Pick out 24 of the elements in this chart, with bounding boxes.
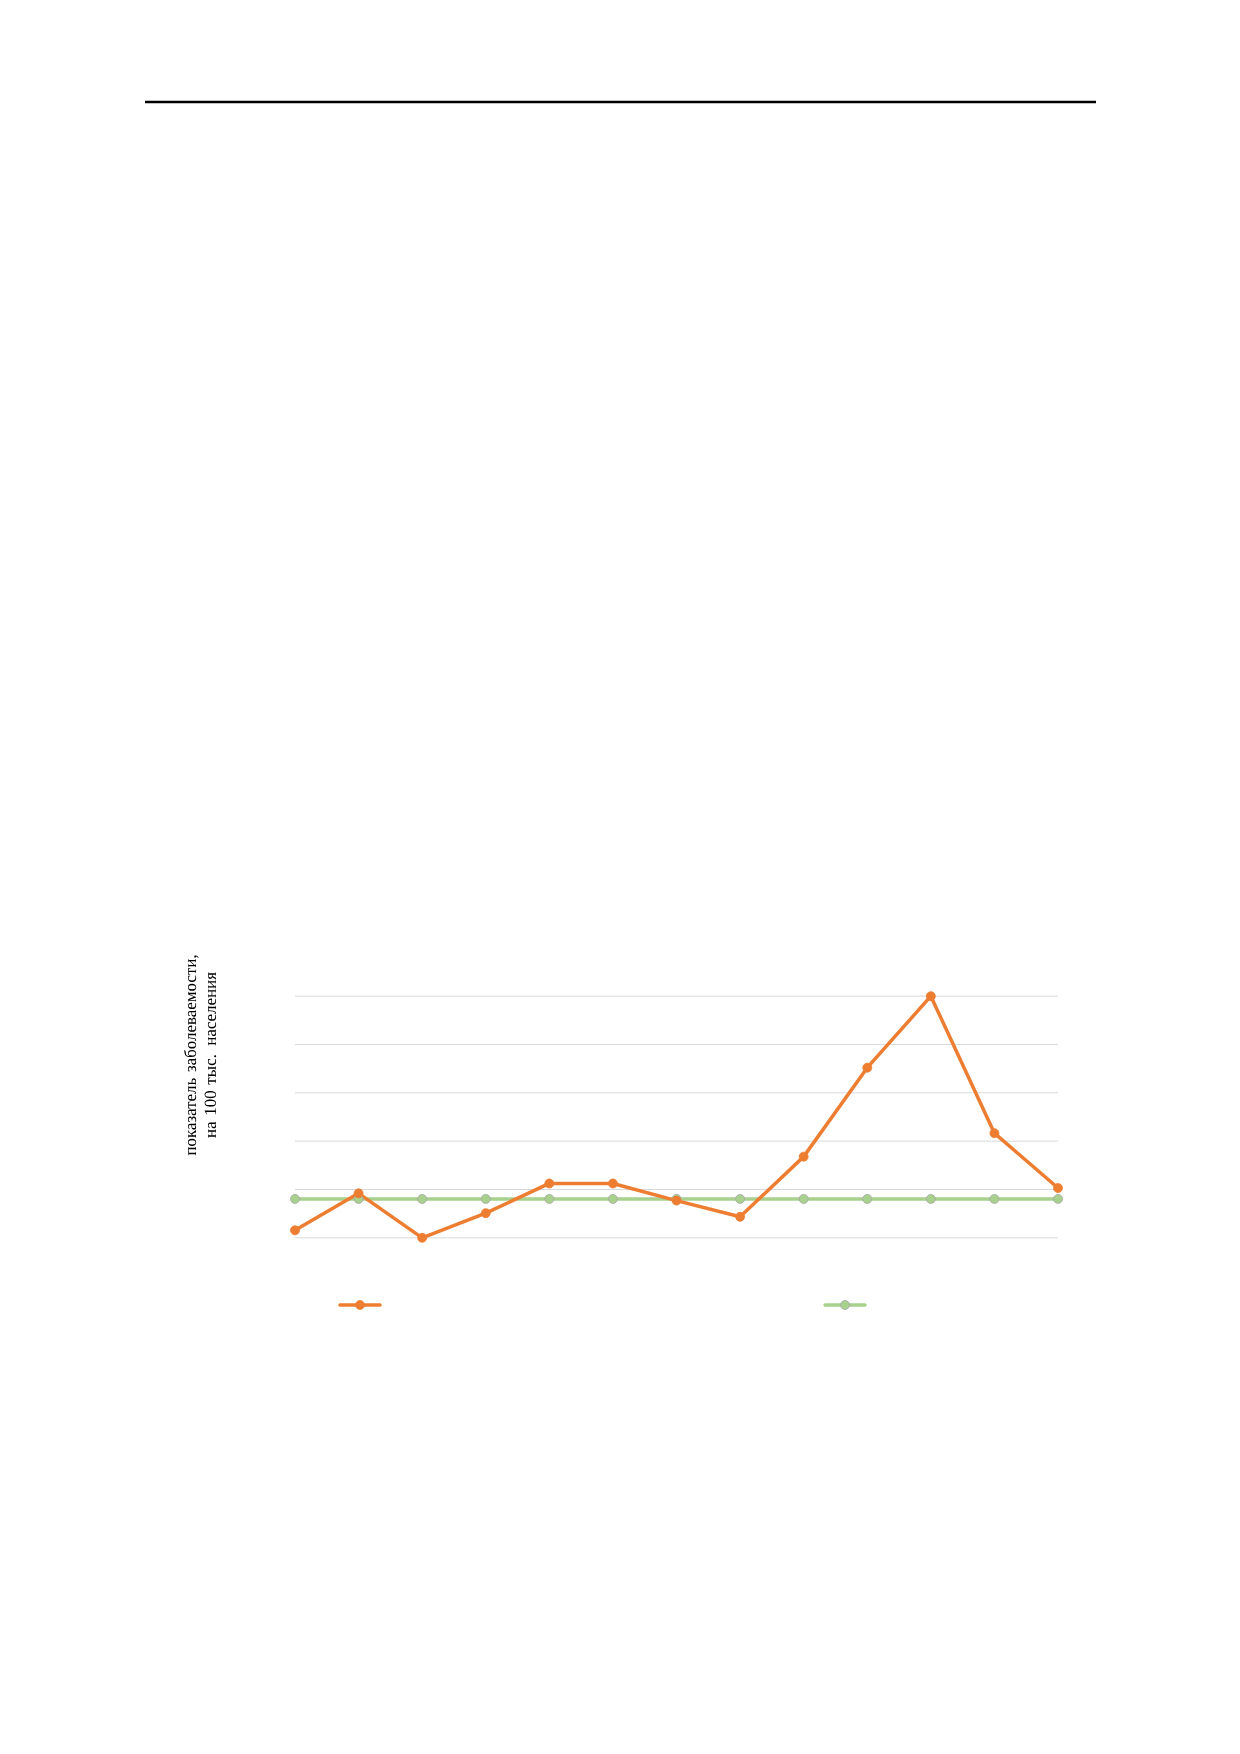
point [544, 1194, 555, 1204]
point [1053, 1194, 1063, 1204]
point [544, 1178, 555, 1189]
y-axis-title: показатель заболеваемости, на 100 тыс. населения [183, 955, 217, 1156]
point [798, 1194, 809, 1204]
point [862, 1194, 873, 1204]
point [353, 1188, 364, 1199]
point [290, 1225, 300, 1236]
point [608, 1178, 618, 1189]
point [1053, 1183, 1063, 1193]
point [862, 1062, 873, 1073]
point [290, 1194, 300, 1204]
point [798, 1151, 809, 1162]
point [417, 1232, 428, 1243]
point [417, 1194, 428, 1204]
point [735, 1194, 745, 1204]
point [608, 1194, 618, 1204]
point [989, 1194, 1000, 1204]
point [480, 1194, 491, 1204]
point [925, 991, 936, 1002]
point [989, 1128, 1000, 1139]
point [480, 1208, 491, 1219]
point [925, 1194, 936, 1204]
point [735, 1211, 745, 1222]
